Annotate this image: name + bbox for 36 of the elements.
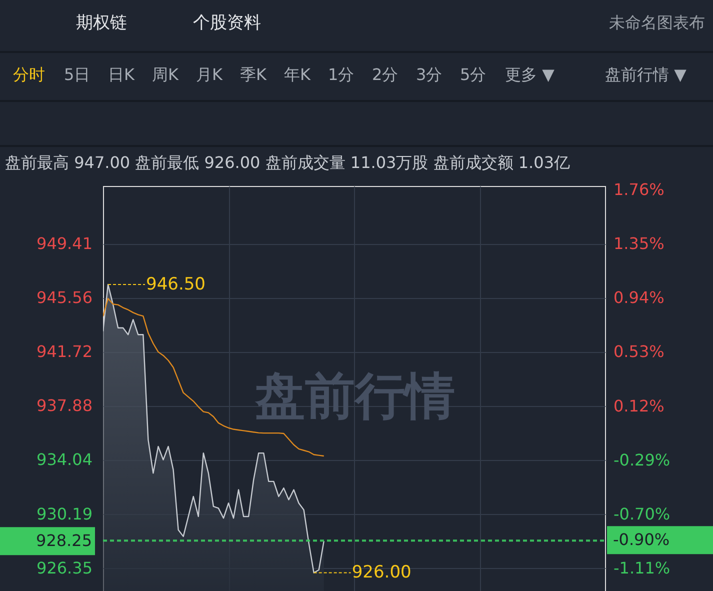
- y2-tick-label: 1.35%: [614, 234, 664, 254]
- y-tick-label: 945.56: [36, 288, 92, 308]
- y2-tick-label: -0.29%: [614, 450, 670, 470]
- y2-tick-label: 0.94%: [614, 288, 664, 308]
- text: 更多 ▼: [505, 65, 556, 84]
- text: 5日: [64, 65, 90, 84]
- y-tick-label: 941.72: [36, 342, 92, 362]
- text: 5分: [460, 65, 486, 84]
- text: 期权链: [76, 13, 127, 33]
- y2-tick-label: 0.53%: [614, 342, 664, 362]
- text: 盘前行情 ▼: [605, 65, 688, 84]
- text: 季K: [240, 65, 267, 84]
- text: 年K: [284, 65, 311, 84]
- annotation: 946.50: [146, 274, 206, 294]
- y-tick-label: 937.88: [36, 396, 92, 416]
- chart-title: 盘前最高 947.00 盘前最低 926.00 盘前成交量 11.03万股 盘前成交额 1.03亿: [5, 153, 570, 172]
- y2-tick-label: 0.12%: [614, 396, 664, 416]
- y-tick-label: 926.35: [36, 558, 92, 578]
- ref-line-label: -0.90%: [613, 530, 670, 550]
- ref-line-label: 928.25: [36, 531, 92, 550]
- text: 个股资料: [193, 13, 261, 33]
- text: 月K: [196, 65, 223, 84]
- y-tick-label: 934.04: [36, 450, 92, 470]
- annotation: 926.00: [352, 562, 412, 583]
- y-tick-label: 930.19: [36, 504, 92, 524]
- text: 分时: [13, 65, 45, 84]
- text: 3分: [416, 65, 442, 84]
- y2-tick-label: 1.76%: [614, 180, 664, 200]
- text: 日K: [108, 65, 135, 84]
- text: 1分: [328, 65, 354, 84]
- y-tick-label: 949.41: [36, 234, 92, 254]
- y2-tick-label: -0.70%: [614, 504, 670, 524]
- text: 2分: [372, 65, 398, 84]
- text: 周K: [152, 65, 179, 84]
- text: 未命名图表布: [609, 13, 705, 32]
- y2-tick-label: -1.11%: [614, 558, 670, 578]
